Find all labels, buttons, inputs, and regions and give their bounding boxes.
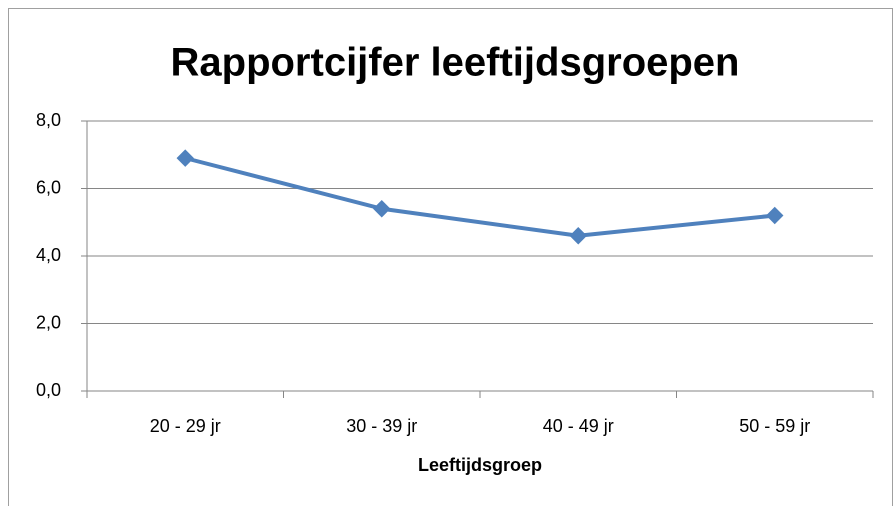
chart-title: Rapportcijfer leeftijdsgroepen	[171, 41, 740, 85]
marker	[569, 227, 587, 245]
marker	[373, 200, 391, 218]
x-tick-label: 20 - 29 jr	[150, 416, 221, 436]
y-tick-label: 2,0	[36, 312, 61, 332]
y-tick-label: 6,0	[36, 177, 61, 197]
x-axis-title: Leeftijdsgroep	[418, 455, 542, 475]
x-tick-label: 30 - 39 jr	[346, 416, 417, 436]
line	[184, 156, 775, 238]
y-tick-label: 0,0	[36, 380, 61, 400]
chart-frame	[8, 8, 893, 506]
x-tick-label: 50 - 59 jr	[739, 416, 810, 436]
marker	[766, 206, 784, 225]
marker	[176, 149, 194, 167]
y-tick-label: 4,0	[36, 245, 61, 265]
y-tick-label: 8,0	[36, 110, 61, 130]
x-tick-label: 40 - 49 jr	[543, 416, 614, 436]
